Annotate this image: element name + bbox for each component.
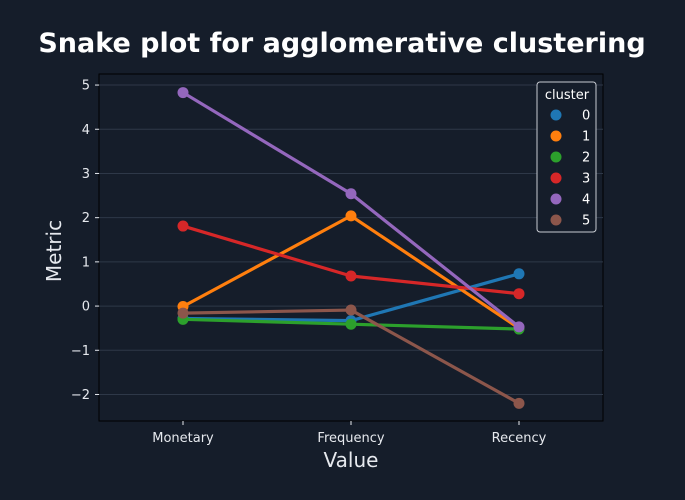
data-point (513, 268, 525, 280)
legend-item: 2 (550, 151, 590, 166)
legend: cluster 0 1 2 3 4 5 (536, 81, 597, 233)
legend-label: 0 (582, 109, 590, 124)
data-point (345, 318, 357, 330)
legend-item: 1 (550, 130, 590, 145)
legend-marker (550, 172, 562, 184)
y-tick-label: −2 (71, 388, 90, 403)
data-point (177, 220, 189, 232)
y-tick-label: 2 (82, 211, 90, 226)
data-point (345, 304, 357, 316)
data-point (177, 87, 189, 99)
series-5 (177, 304, 525, 409)
y-tick-label: −1 (71, 344, 90, 359)
legend-marker (550, 214, 562, 226)
legend-box (536, 81, 597, 233)
y-tick-label: 0 (82, 300, 90, 315)
data-point (513, 288, 525, 300)
legend-item: 3 (550, 172, 590, 187)
plot-area (98, 73, 604, 422)
legend-marker (550, 130, 562, 142)
legend-item: 0 (550, 109, 590, 124)
legend-label: 4 (582, 193, 590, 208)
data-point (345, 270, 357, 282)
x-tick-label: Recency (492, 431, 547, 446)
data-point (345, 210, 357, 222)
legend-label: 1 (582, 130, 590, 145)
x-tick-label: Monetary (152, 431, 214, 446)
y-tick-label: 1 (82, 255, 90, 270)
tick-labels: −2 −1 0 1 2 3 4 5 Monetary Frequency Recency (71, 79, 547, 446)
legend-label: 5 (582, 214, 590, 229)
data-point (513, 397, 525, 409)
legend-marker (550, 109, 562, 121)
legend-item: 4 (550, 193, 590, 208)
legend-title: cluster (545, 88, 590, 103)
legend-marker (550, 151, 562, 163)
series-4 (177, 87, 525, 333)
series-layer (177, 87, 525, 409)
y-tick-label: 4 (82, 123, 90, 138)
x-tick-label: Frequency (317, 431, 384, 446)
series-3 (177, 220, 525, 300)
legend-items: 0 1 2 3 4 5 (550, 109, 590, 229)
legend-item: 5 (550, 214, 590, 229)
chart-title: Snake plot for agglomerative clustering (38, 28, 645, 59)
data-point (513, 321, 525, 333)
legend-label: 3 (582, 172, 590, 187)
x-axis-label: Value (324, 448, 379, 472)
data-point (345, 188, 357, 200)
y-tick-label: 3 (82, 167, 90, 182)
legend-marker (550, 193, 562, 205)
y-tick-label: 5 (82, 79, 90, 94)
y-axis-label: Metric (42, 220, 66, 282)
legend-label: 2 (582, 151, 590, 166)
data-point (177, 307, 189, 319)
